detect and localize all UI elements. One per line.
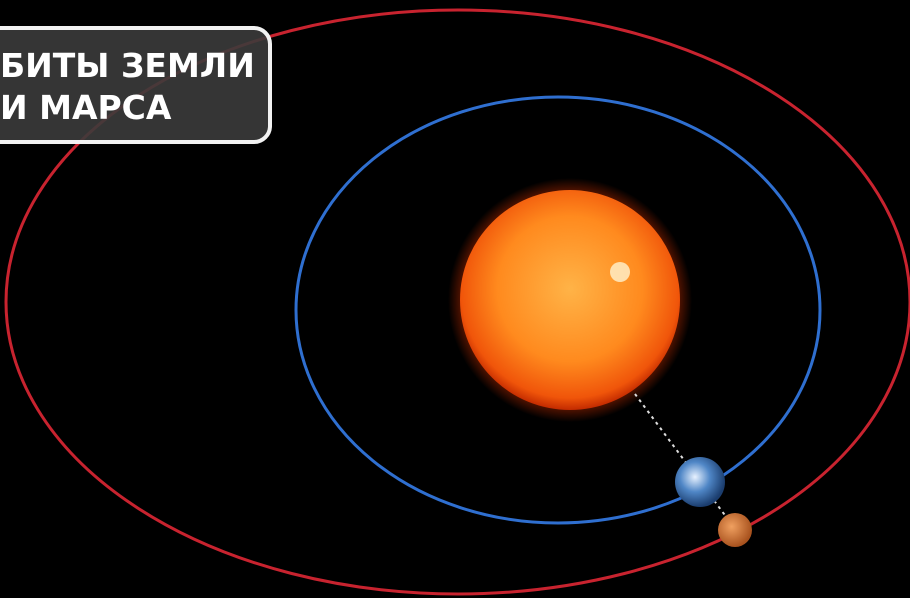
title-line: И МАРСА [0, 88, 172, 127]
orbit-diagram: БИТЫ ЗЕМЛИ И МАРСА [0, 0, 910, 598]
earth [675, 457, 725, 507]
sun-flare [610, 262, 630, 282]
mars [718, 513, 752, 547]
sun [460, 190, 680, 410]
title-line: БИТЫ ЗЕМЛИ [0, 46, 255, 85]
